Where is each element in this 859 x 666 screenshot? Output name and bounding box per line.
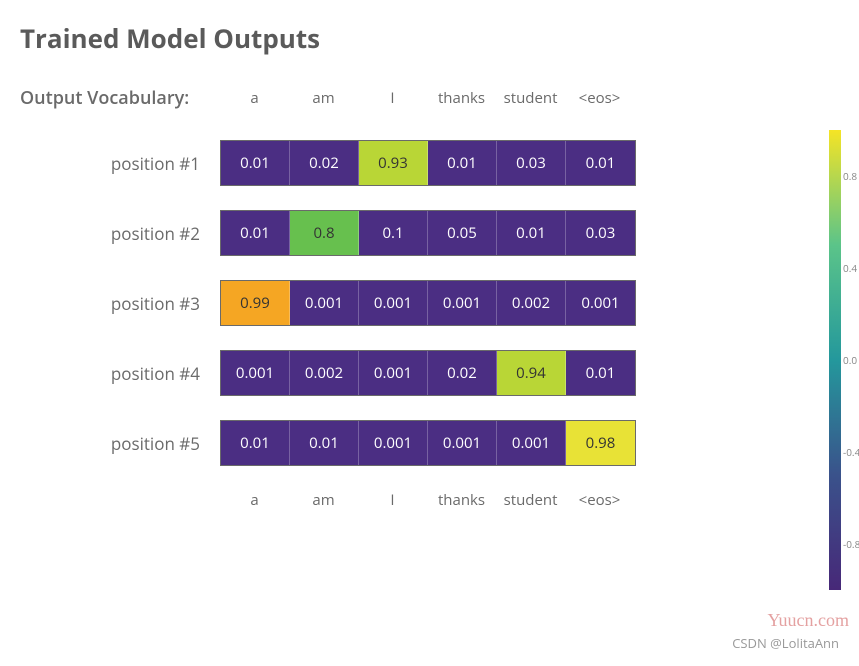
prob-cell: 0.001 (290, 281, 359, 325)
colorbar-tick: 0.8 (843, 169, 857, 183)
prob-cell: 0.001 (221, 351, 290, 395)
position-label: position #5 (20, 432, 220, 455)
prob-cell: 0.001 (359, 281, 428, 325)
watermark-site: Yuucn.com (768, 610, 849, 631)
prob-cell: 0.01 (428, 141, 497, 185)
vocab-label: Output Vocabulary: (20, 86, 220, 110)
colorbar-tick: 0.4 (843, 261, 857, 275)
position-row: position #40.0010.0020.0010.020.940.01 (20, 350, 839, 396)
prob-cell: 0.01 (221, 211, 290, 255)
prob-cell: 0.02 (290, 141, 359, 185)
page-title: Trained Model Outputs (20, 20, 839, 56)
prob-cell: 0.01 (221, 141, 290, 185)
colorbar-tick: 0.0 (843, 353, 857, 367)
prob-cell: 0.93 (359, 141, 428, 185)
colorbar: 0.80.40.0-0.4-0.8 (829, 130, 841, 590)
prob-cell: 0.03 (566, 211, 635, 255)
prob-cell: 0.94 (497, 351, 566, 395)
position-label: position #3 (20, 292, 220, 315)
prob-cell: 0.01 (221, 421, 290, 465)
prob-cell: 0.01 (566, 351, 635, 395)
prob-cell: 0.98 (566, 421, 635, 465)
vocab-items-bottom: aamIthanksstudent<eos> (220, 490, 634, 510)
position-label: position #4 (20, 362, 220, 385)
vocab-item: am (289, 88, 358, 108)
prob-cell: 0.001 (359, 351, 428, 395)
vocab-item: thanks (427, 490, 496, 510)
position-row: position #20.010.80.10.050.010.03 (20, 210, 839, 256)
colorbar-gradient (829, 130, 841, 590)
vocab-item: a (220, 88, 289, 108)
cell-group: 0.0010.0020.0010.020.940.01 (220, 350, 636, 396)
prob-cell: 0.001 (428, 421, 497, 465)
watermark-author: CSDN @LolitaAnn (732, 634, 839, 652)
cell-group: 0.010.010.0010.0010.0010.98 (220, 420, 636, 466)
prob-cell: 0.001 (566, 281, 635, 325)
colorbar-tick: -0.8 (843, 537, 859, 551)
vocab-item: am (289, 490, 358, 510)
vocab-footer-row: aamIthanksstudent<eos> (20, 490, 839, 510)
vocab-item: I (358, 88, 427, 108)
position-row: position #30.990.0010.0010.0010.0020.001 (20, 280, 839, 326)
prob-cell: 0.002 (290, 351, 359, 395)
prob-cell: 0.01 (497, 211, 566, 255)
prob-cell: 0.02 (428, 351, 497, 395)
position-label: position #1 (20, 152, 220, 175)
prob-cell: 0.001 (497, 421, 566, 465)
cell-group: 0.010.020.930.010.030.01 (220, 140, 636, 186)
probability-rows: position #10.010.020.930.010.030.01posit… (20, 140, 839, 466)
vocab-item: a (220, 490, 289, 510)
prob-cell: 0.99 (221, 281, 290, 325)
vocab-item: <eos> (565, 490, 634, 510)
vocab-items-top: aamIthanksstudent<eos> (220, 88, 634, 108)
prob-cell: 0.01 (566, 141, 635, 185)
cell-group: 0.010.80.10.050.010.03 (220, 210, 636, 256)
position-row: position #50.010.010.0010.0010.0010.98 (20, 420, 839, 466)
prob-cell: 0.001 (428, 281, 497, 325)
vocab-item: student (496, 88, 565, 108)
prob-cell: 0.8 (290, 211, 359, 255)
prob-cell: 0.002 (497, 281, 566, 325)
colorbar-tick: -0.4 (843, 445, 859, 459)
prob-cell: 0.1 (359, 211, 428, 255)
position-label: position #2 (20, 222, 220, 245)
vocab-item: I (358, 490, 427, 510)
vocab-item: <eos> (565, 88, 634, 108)
prob-cell: 0.05 (428, 211, 497, 255)
prob-cell: 0.001 (359, 421, 428, 465)
cell-group: 0.990.0010.0010.0010.0020.001 (220, 280, 636, 326)
prob-cell: 0.01 (290, 421, 359, 465)
vocab-item: thanks (427, 88, 496, 108)
vocab-item: student (496, 490, 565, 510)
prob-cell: 0.03 (497, 141, 566, 185)
vocab-header-row: Output Vocabulary: aamIthanksstudent<eos… (20, 86, 839, 110)
position-row: position #10.010.020.930.010.030.01 (20, 140, 839, 186)
